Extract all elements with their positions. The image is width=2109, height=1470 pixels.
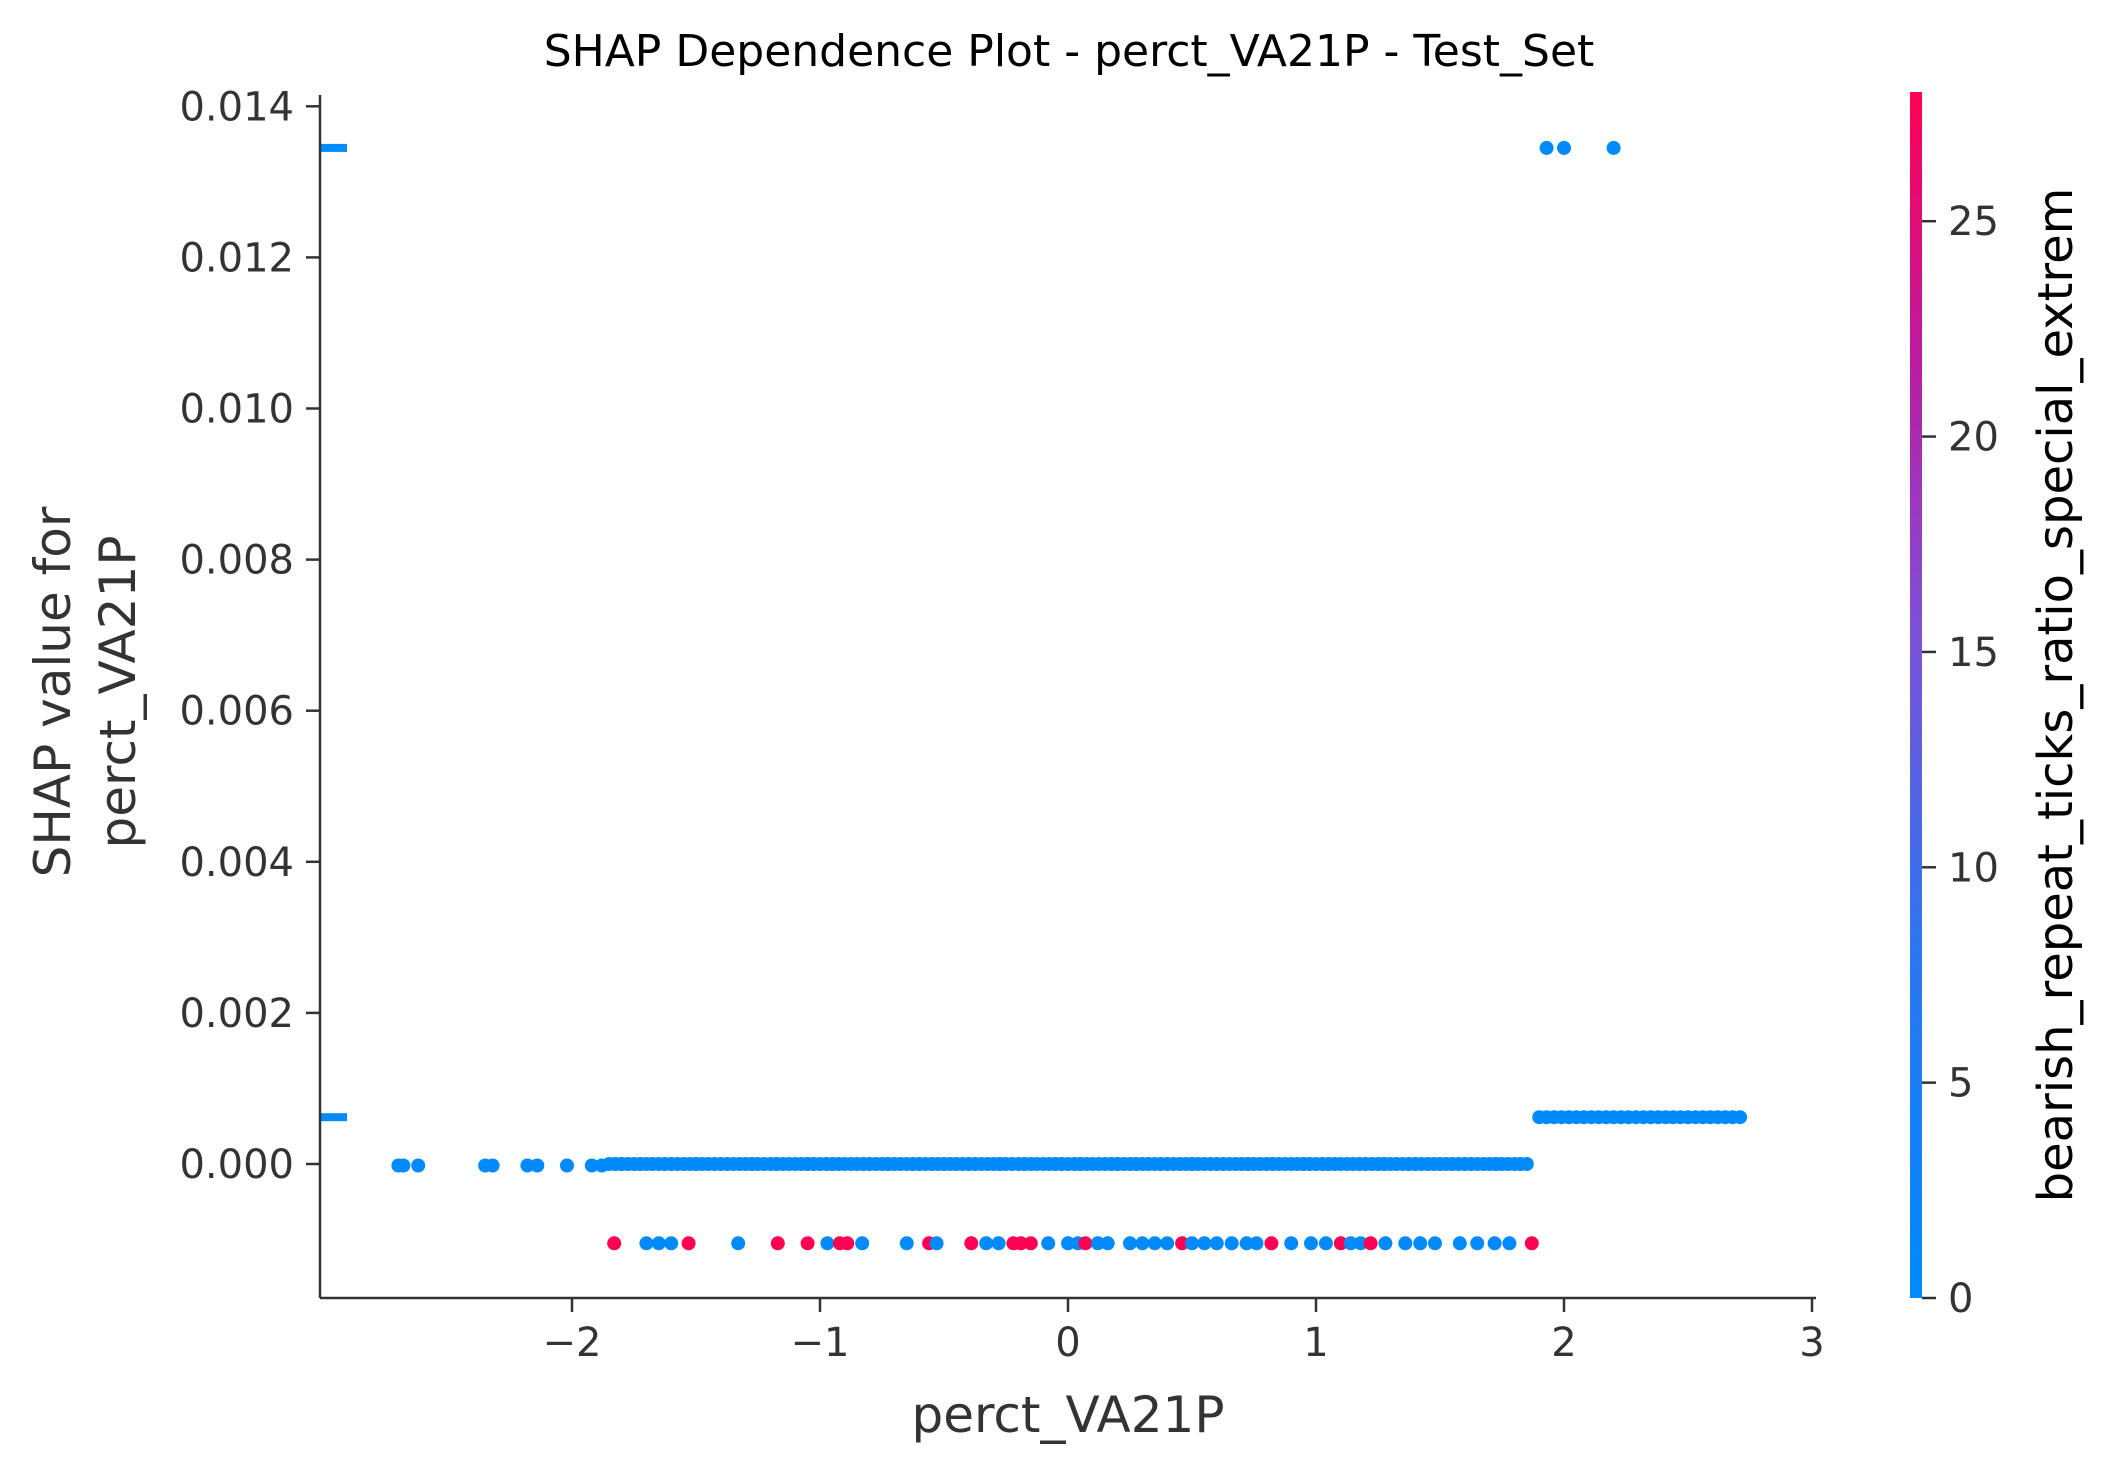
margin-tick xyxy=(320,143,347,152)
data-point xyxy=(1539,140,1554,155)
data-point xyxy=(964,1236,979,1251)
data-point xyxy=(1160,1236,1175,1251)
data-point xyxy=(1061,1236,1075,1251)
y-tick-label: 0.002 xyxy=(179,991,294,1037)
data-point xyxy=(1557,140,1571,155)
y-tick-label: 0.012 xyxy=(179,235,294,281)
data-point xyxy=(607,1236,622,1251)
data-point xyxy=(1197,1236,1212,1251)
colorbar-tick-label: 15 xyxy=(1948,630,1999,676)
data-point xyxy=(1452,1236,1467,1251)
x-tick-label: 2 xyxy=(1551,1320,1576,1366)
data-point xyxy=(1175,1236,1190,1251)
data-point xyxy=(1224,1236,1239,1251)
data-point xyxy=(770,1236,785,1251)
y-tick-label: 0.004 xyxy=(179,840,294,886)
data-point xyxy=(1428,1236,1442,1251)
data-point xyxy=(594,1158,609,1173)
data-point xyxy=(1013,1236,1028,1251)
data-point xyxy=(800,1236,815,1251)
data-point xyxy=(1413,1236,1428,1251)
data-point xyxy=(560,1158,574,1173)
data-point xyxy=(1185,1236,1199,1251)
data-point xyxy=(1318,1236,1333,1251)
data-point xyxy=(991,1236,1006,1251)
data-point xyxy=(855,1236,870,1251)
plot-area xyxy=(320,140,1748,1251)
data-point xyxy=(1502,1236,1517,1251)
data-point xyxy=(1733,1110,1748,1125)
x-tick-label: 1 xyxy=(1303,1320,1328,1366)
data-point xyxy=(1363,1236,1378,1251)
data-point xyxy=(1470,1236,1485,1251)
data-point xyxy=(731,1236,746,1251)
data-point xyxy=(1023,1236,1038,1251)
data-point xyxy=(584,1158,599,1173)
y-tick-label: 0.008 xyxy=(179,538,294,584)
data-point xyxy=(1398,1236,1413,1251)
data-point xyxy=(1135,1236,1150,1251)
data-point xyxy=(1524,1236,1539,1251)
data-point xyxy=(1249,1236,1264,1251)
chart-title: SHAP Dependence Plot - perct_VA21P - Tes… xyxy=(544,26,1595,77)
data-point xyxy=(929,1236,944,1251)
y-tick-label: 0.010 xyxy=(179,387,294,433)
data-point xyxy=(1284,1236,1299,1251)
y-axis-title-line1: SHAP value for xyxy=(24,506,82,877)
data-point xyxy=(840,1236,855,1251)
colorbar-tick-label: 0 xyxy=(1948,1276,1973,1322)
data-point xyxy=(1209,1236,1224,1251)
data-point xyxy=(411,1158,426,1173)
data-point xyxy=(1078,1236,1093,1251)
data-point xyxy=(1041,1236,1056,1251)
y-axis-title-line2: perct_VA21P xyxy=(89,535,147,848)
colorbar-label: bearish_repeat_ticks_ratio_special_extre… xyxy=(2028,188,2084,1203)
x-tick-label: 0 xyxy=(1055,1320,1080,1366)
data-point xyxy=(979,1236,994,1251)
data-point xyxy=(1378,1236,1393,1251)
data-point xyxy=(1147,1236,1162,1251)
data-point xyxy=(1519,1157,1534,1171)
x-tick-label: 3 xyxy=(1799,1320,1824,1366)
data-point xyxy=(1487,1236,1502,1251)
colorbar-tick-label: 5 xyxy=(1948,1061,1973,1107)
data-point xyxy=(1304,1236,1318,1251)
data-point xyxy=(1090,1236,1105,1251)
data-point xyxy=(1239,1236,1254,1251)
data-point xyxy=(485,1158,500,1173)
y-tick-label: 0.014 xyxy=(179,84,294,130)
data-point xyxy=(899,1236,914,1251)
data-point xyxy=(639,1236,654,1251)
x-tick-label: −1 xyxy=(791,1320,850,1366)
data-point xyxy=(1343,1236,1358,1251)
colorbar-ticks: 0 5 10 15 20 25 xyxy=(1922,199,1999,1322)
data-point xyxy=(520,1158,535,1173)
data-point xyxy=(664,1236,679,1251)
data-point xyxy=(1100,1236,1115,1251)
y-ticks: 0.000 0.002 0.004 0.006 0.008 0.010 0.012 0.014 xyxy=(179,84,320,1188)
colorbar-tick-label: 10 xyxy=(1948,845,1999,891)
y-tick-label: 0.000 xyxy=(179,1142,294,1188)
colorbar-tick-label: 20 xyxy=(1948,415,1999,461)
margin-tick xyxy=(320,1113,347,1122)
data-point xyxy=(530,1158,545,1173)
colorbar-tick-label: 25 xyxy=(1948,199,1999,245)
x-tick-label: −2 xyxy=(543,1320,602,1366)
data-point xyxy=(1333,1236,1348,1251)
data-point xyxy=(1353,1236,1368,1251)
colorbar xyxy=(1910,92,1922,1298)
data-point xyxy=(1606,140,1621,155)
data-point xyxy=(651,1236,666,1251)
y-tick-label: 0.006 xyxy=(179,689,294,735)
x-ticks: −2 −1 0 1 2 3 xyxy=(543,1298,1825,1366)
data-point xyxy=(396,1158,411,1173)
data-point xyxy=(1264,1236,1279,1251)
data-point xyxy=(681,1236,696,1251)
x-axis-title: perct_VA21P xyxy=(911,1386,1224,1444)
data-point xyxy=(820,1236,835,1251)
data-point xyxy=(1123,1236,1137,1251)
